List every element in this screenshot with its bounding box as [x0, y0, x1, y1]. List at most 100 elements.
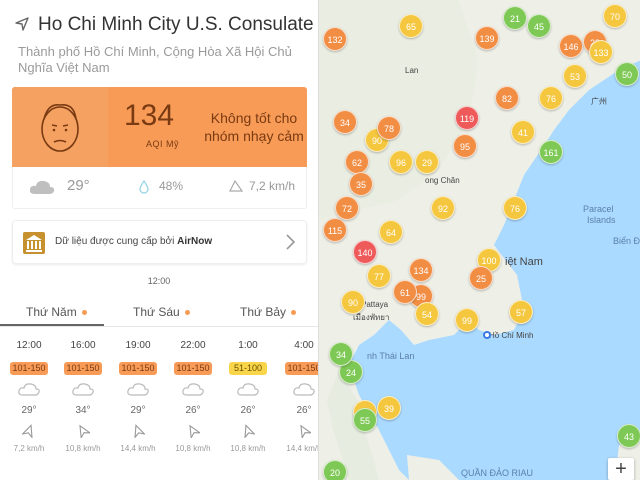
map-label-quan-dao-riau: QUẦN ĐẢO RIAU — [461, 468, 534, 478]
wind-direction-icon — [300, 424, 311, 438]
aqi-map-pin[interactable]: 35 — [349, 172, 373, 196]
weather-row: 29° 48% 7,2 km/h — [12, 167, 307, 209]
hour-wind: 10,8 km/h — [230, 444, 266, 453]
wind-direction-icon — [244, 424, 255, 438]
cloud-icon — [18, 383, 40, 396]
aqi-map-pin[interactable]: 34 — [333, 110, 357, 134]
aqi-map-pin[interactable]: 92 — [431, 196, 455, 220]
aqi-face-box — [12, 87, 108, 167]
day-label: Thứ Sáu — [133, 305, 180, 319]
station-address: Thành phố Hồ Chí Minh, Cộng Hòa Xã Hội C… — [18, 44, 292, 75]
aqi-map-pin[interactable]: 21 — [503, 6, 527, 30]
aqi-map-pin[interactable]: 95 — [453, 134, 477, 158]
aqi-map-pin[interactable]: 90 — [341, 290, 365, 314]
aqi-map-pin[interactable]: 99 — [455, 308, 479, 332]
map-label-hong-chan: ong Chăn — [425, 176, 460, 185]
aqi-map-pin[interactable]: 54 — [415, 302, 439, 326]
hour-time: 19:00 — [125, 340, 151, 351]
map-label-islands: Islands — [587, 215, 616, 225]
aqi-card[interactable]: 134 AQI Mỹ Không tốt cho nhóm nhạy cảm — [12, 87, 307, 167]
aqi-map-pin[interactable]: 70 — [603, 4, 627, 28]
aqi-map-pin[interactable]: 133 — [589, 40, 613, 64]
aqi-map-pin[interactable]: 20 — [323, 460, 347, 480]
tab-day-1[interactable]: Thứ Năm — [26, 305, 87, 319]
hour-column: 1:00 51-100 26° 10,8 km/h — [223, 340, 273, 453]
aqi-map-pin[interactable]: 161 — [539, 140, 563, 164]
hour-aqi-badge: 51-100 — [229, 362, 267, 375]
hour-wind: 14,4 km/h — [286, 444, 318, 453]
weather-wind: 7,2 km/h — [249, 179, 296, 193]
aqi-map-pin[interactable]: 55 — [353, 408, 377, 432]
weather-humidity: 48% — [159, 179, 184, 193]
tab-day-2[interactable]: Thứ Sáu — [133, 305, 190, 319]
aqi-map-pin[interactable]: 146 — [559, 34, 583, 58]
map-label-pattaya-thai: เมืองพัทยา — [353, 313, 390, 322]
aqi-map-pin[interactable]: 50 — [615, 62, 639, 86]
unhappy-face-icon — [41, 103, 79, 152]
aqi-map-pin[interactable]: 140 — [353, 240, 377, 264]
aqi-map-pin[interactable]: 96 — [389, 150, 413, 174]
aqi-map-pin[interactable]: 29 — [415, 150, 439, 174]
hour-aqi-badge: 101-150 — [119, 362, 157, 375]
hour-aqi-badge: 101-150 — [10, 362, 48, 375]
ho-chi-minh-marker[interactable] — [483, 331, 491, 339]
cloud-icon — [293, 383, 315, 396]
wind-icon — [229, 179, 243, 192]
aqi-map-pin[interactable]: 62 — [345, 150, 369, 174]
aqi-map-pin[interactable]: 132 — [323, 27, 347, 51]
hour-time: 4:00 — [294, 340, 314, 351]
cloud-icon — [182, 383, 204, 396]
aqi-map-pin[interactable]: 65 — [399, 14, 423, 38]
location-arrow-icon — [15, 17, 29, 31]
aqi-map-pin[interactable]: 64 — [379, 220, 403, 244]
airnow-building-icon — [23, 232, 45, 254]
aqi-map-pin[interactable]: 25 — [469, 266, 493, 290]
aqi-map-pin[interactable]: 78 — [377, 116, 401, 140]
hour-aqi-badge: 101-150 — [174, 362, 212, 375]
aqi-map-pin[interactable]: 72 — [335, 196, 359, 220]
hour-temperature: 34° — [75, 405, 91, 416]
aqi-map-pin[interactable]: 45 — [527, 14, 551, 38]
hour-wind: 10,8 km/h — [175, 444, 211, 453]
map-label-paracel: Paracel — [583, 204, 614, 214]
aqi-map-pin[interactable]: 115 — [323, 218, 347, 242]
hour-time: 1:00 — [238, 340, 258, 351]
hour-temperature: 29° — [21, 405, 37, 416]
hour-wind: 14,4 km/h — [120, 444, 156, 453]
aqi-map-pin[interactable]: 134 — [409, 258, 433, 282]
cloud-icon — [237, 383, 259, 396]
map-label-bien-dong: Biển Đô — [613, 236, 640, 246]
data-source-button[interactable]: Dữ liệu được cung cấp bởi AirNow — [12, 220, 307, 264]
hour-time: 16:00 — [70, 340, 96, 351]
aqi-map-pin[interactable]: 76 — [503, 196, 527, 220]
aqi-map[interactable]: 广州 ong Chăn iệt Nam Pattaya เมืองพัทยา n… — [318, 0, 640, 480]
hour-column: 12:00 101-150 29° 7,2 km/h — [4, 340, 54, 453]
map-label-ho-chi-minh: Hồ Chí Minh — [489, 331, 534, 340]
cloud-icon — [72, 383, 94, 396]
aqi-map-pin[interactable]: 77 — [367, 264, 391, 288]
hour-column: 19:00 101-150 29° 14,4 km/h — [113, 340, 163, 453]
aqi-map-pin[interactable]: 39 — [377, 396, 401, 420]
aqi-map-pin[interactable]: 43 — [617, 424, 640, 448]
aqi-dot — [184, 310, 190, 316]
aqi-map-pin[interactable]: 57 — [509, 300, 533, 324]
hour-temperature: 26° — [185, 405, 201, 416]
aqi-map-pin[interactable]: 82 — [495, 86, 519, 110]
aqi-map-pin[interactable]: 139 — [475, 26, 499, 50]
zoom-in-button[interactable]: + — [608, 458, 634, 480]
tabs-divider — [0, 326, 318, 327]
day-label: Thứ Năm — [26, 305, 77, 319]
tab-day-3[interactable]: Thứ Bảy — [240, 305, 297, 319]
weather-temperature: 29° — [67, 177, 90, 194]
aqi-map-pin[interactable]: 119 — [455, 106, 479, 130]
aqi-map-pin[interactable]: 61 — [393, 280, 417, 304]
aqi-map-pin[interactable]: 34 — [329, 342, 353, 366]
hour-time: 12:00 — [16, 340, 42, 351]
aqi-map-pin[interactable]: 53 — [563, 64, 587, 88]
aqi-map-pin[interactable]: 76 — [539, 86, 563, 110]
aqi-unit: AQI Mỹ — [146, 139, 180, 149]
aqi-map-pin[interactable]: 41 — [511, 120, 535, 144]
humidity-drop-icon — [139, 180, 149, 194]
hour-wind: 10,8 km/h — [65, 444, 101, 453]
wind-direction-icon — [189, 424, 200, 438]
